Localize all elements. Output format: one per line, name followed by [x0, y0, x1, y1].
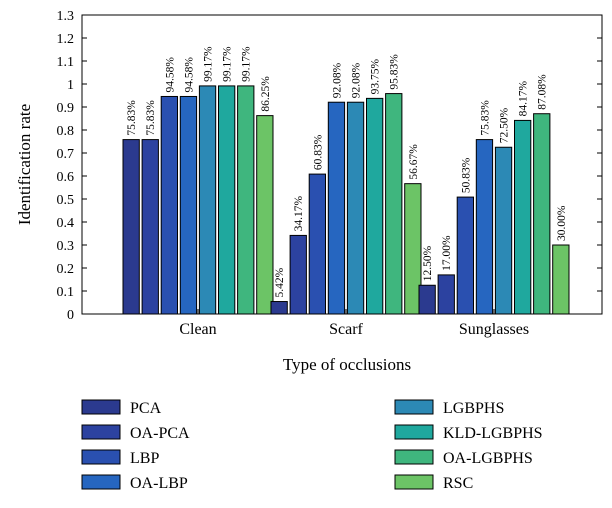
data-label: 94.58%	[164, 57, 176, 93]
bar-pca-clean	[122, 139, 140, 315]
legend-label: LBP	[130, 450, 159, 467]
legend-label: RSC	[443, 475, 473, 492]
legend-swatch	[394, 449, 434, 465]
y-tick-label: 0.6	[57, 170, 75, 185]
y-tick-label: 0.7	[57, 147, 75, 162]
data-label: 17.00%	[441, 235, 453, 271]
y-tick-label: 0.5	[57, 193, 75, 208]
data-label: 99.17%	[203, 46, 215, 82]
data-label: 75.83%	[126, 100, 138, 136]
y-axis-title: Identification rate	[15, 104, 34, 225]
bar-lbp-scarf	[308, 173, 327, 315]
legend-swatch	[81, 474, 121, 490]
data-label: 56.67%	[408, 144, 420, 180]
legend-item-kld-lgbphs: KLD-LGBPHS	[394, 424, 543, 442]
legend-label: OA-LGBPHS	[443, 450, 533, 467]
bar-kld-lgbphs-scarf	[366, 97, 384, 315]
legend-swatch	[394, 424, 434, 440]
legend-swatch	[394, 474, 434, 490]
category-label: Scarf	[329, 321, 363, 338]
legend-swatch	[81, 399, 121, 415]
legend: PCA OA-PCA LBP OA-LBP LGBPHS KLD-LGBPHS OA-LGB…	[81, 399, 543, 492]
legend-item-oa-pca: OA-PCA	[81, 424, 190, 442]
data-label: 60.83%	[312, 134, 324, 170]
data-label: 95.83%	[389, 54, 401, 90]
y-tick-label: 0.3	[57, 239, 75, 254]
y-tick-label: 1.3	[57, 9, 75, 24]
legend-label: LGBPHS	[443, 400, 504, 417]
y-tick-label: 0.1	[57, 285, 75, 300]
legend-swatch	[394, 399, 434, 415]
legend-item-pca: PCA	[81, 399, 162, 417]
legend-item-lbp: LBP	[81, 449, 159, 467]
data-label: 84.17%	[518, 81, 530, 117]
data-label: 99.17%	[222, 46, 234, 82]
data-label: 5.42%	[274, 267, 286, 297]
legend-label: PCA	[130, 400, 162, 417]
data-label: 75.83%	[479, 100, 491, 136]
data-label: 86.25%	[260, 76, 272, 112]
legend-item-rsc: RSC	[394, 474, 473, 492]
category-labels: Clean Scarf Sunglasses	[179, 309, 529, 338]
y-axis-ticks: 0 0.1 0.2 0.3 0.4 0.5 0.6 0.7 0.8 0.9 1 1.1 1.2 1.3	[57, 9, 602, 323]
bar-oa-lgbphs-sunglasses	[533, 113, 551, 315]
category-label: Sunglasses	[459, 321, 529, 338]
bars: 75.83% 75.83% 94.58% 94.58% 99.17% 99.17% 99.1…	[122, 46, 570, 315]
bar-rsc-sunglasses	[552, 244, 570, 315]
bar-lbp-clean	[160, 95, 178, 315]
bar-rsc-clean	[256, 115, 274, 315]
bar-oa-pca-clean	[141, 139, 159, 315]
bar-lgbphs-sunglasses	[494, 146, 513, 315]
x-axis-title: Type of occlusions	[283, 355, 411, 374]
plot-area: 0 0.1 0.2 0.3 0.4 0.5 0.6 0.7 0.8 0.9 1 1.1 1.2 1.3 7…	[57, 9, 603, 338]
bar-lgbphs-clean	[198, 85, 217, 315]
data-label: 12.50%	[422, 245, 434, 281]
y-tick-label: 1.2	[57, 32, 75, 47]
bar-oa-lbp-clean	[179, 95, 198, 315]
category-label: Clean	[179, 321, 216, 338]
bar-rsc-scarf	[404, 183, 422, 315]
bar-oa-pca-sunglasses	[437, 274, 455, 315]
bar-kld-lgbphs-clean	[218, 85, 236, 315]
y-tick-label: 0.8	[57, 124, 75, 139]
y-tick-label: 1	[67, 78, 74, 93]
data-label: 34.17%	[293, 196, 305, 232]
legend-swatch	[81, 424, 121, 440]
bar-oa-lbp-sunglasses	[475, 139, 494, 315]
data-label: 94.58%	[183, 57, 195, 93]
y-tick-label: 0.9	[57, 101, 75, 116]
bar-pca-scarf	[270, 301, 288, 315]
bar-oa-lgbphs-scarf	[385, 93, 403, 315]
bar-oa-lbp-scarf	[327, 101, 346, 315]
y-tick-label: 1.1	[57, 55, 75, 70]
data-label: 92.08%	[331, 62, 343, 98]
data-label: 72.50%	[499, 107, 511, 143]
bar-lbp-sunglasses	[456, 196, 475, 315]
legend-label: OA-LBP	[130, 475, 188, 492]
bar-lgbphs-scarf	[346, 101, 365, 315]
bar-pca-sunglasses	[418, 284, 436, 315]
legend-item-oa-lgbphs: OA-LGBPHS	[394, 449, 533, 467]
data-label: 87.08%	[537, 74, 549, 110]
legend-item-oa-lbp: OA-LBP	[81, 474, 188, 492]
data-label: 92.08%	[351, 62, 363, 98]
bar-kld-lgbphs-sunglasses	[514, 119, 532, 315]
data-label: 93.75%	[370, 59, 382, 95]
bar-oa-pca-scarf	[289, 234, 307, 315]
legend-label: KLD-LGBPHS	[443, 425, 543, 442]
y-tick-label: 0	[67, 308, 74, 323]
y-tick-label: 0.2	[57, 262, 75, 277]
data-label: 75.83%	[145, 100, 157, 136]
legend-item-lgbphs: LGBPHS	[394, 399, 504, 417]
data-label: 30.00%	[556, 205, 568, 241]
legend-swatch	[81, 449, 121, 465]
data-label: 99.17%	[241, 46, 253, 82]
legend-label: OA-PCA	[130, 425, 190, 442]
data-label: 50.83%	[460, 157, 472, 193]
bar-oa-lgbphs-clean	[237, 85, 255, 315]
y-tick-label: 0.4	[57, 216, 75, 231]
